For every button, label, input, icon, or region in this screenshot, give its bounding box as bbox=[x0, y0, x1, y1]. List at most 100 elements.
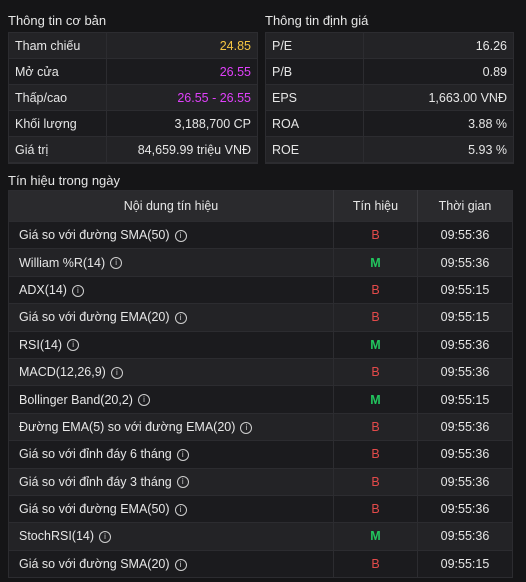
basic-row: Mở cửa 26.55 bbox=[9, 59, 257, 85]
signal-name-cell: ADX(14) i bbox=[8, 275, 334, 304]
basic-info-card: Tham chiếu 24.85 Mở cửa 26.55 Thấp/cao 26.55 … bbox=[8, 32, 258, 164]
signal-name: Giá so với đường EMA(50) bbox=[19, 502, 170, 517]
signal-name: MACD(12,26,9) bbox=[19, 365, 106, 380]
signal-time: 09:55:36 bbox=[417, 467, 513, 496]
info-icon[interactable]: i bbox=[240, 421, 253, 434]
info-icon[interactable]: i bbox=[174, 503, 187, 516]
valuation-value: 16.26 bbox=[475, 38, 507, 53]
valuation-info-title: Thông tin định giá bbox=[265, 13, 369, 28]
signal-name-cell: William %R(14) i bbox=[8, 248, 334, 277]
valuation-label: ROA bbox=[272, 116, 300, 131]
valuation-label: ROE bbox=[272, 142, 300, 157]
info-icon[interactable]: i bbox=[110, 257, 123, 270]
signal-time: 09:55:36 bbox=[417, 440, 513, 469]
valuation-value: 1,663.00 VNĐ bbox=[428, 90, 507, 105]
signal-time: 09:55:36 bbox=[417, 412, 513, 441]
signal-value: B bbox=[333, 549, 418, 578]
signal-row[interactable]: Đường EMA(5) so với đường EMA(20) i B 09:55… bbox=[8, 412, 513, 441]
signal-row[interactable]: Giá so với đường EMA(50) i B 09:55:36 bbox=[8, 494, 513, 523]
info-icon[interactable]: i bbox=[137, 394, 150, 407]
signal-value: B bbox=[333, 303, 418, 332]
signal-time: 09:55:36 bbox=[417, 220, 513, 249]
signal-value: B bbox=[333, 412, 418, 441]
valuation-value: 0.89 bbox=[482, 64, 507, 79]
header-signal[interactable]: Tín hiệu bbox=[333, 190, 418, 222]
valuation-column-divider bbox=[363, 33, 364, 163]
basic-info-title: Thông tin cơ bản bbox=[8, 13, 107, 28]
signal-value: M bbox=[333, 248, 418, 277]
info-icon[interactable]: i bbox=[110, 366, 123, 379]
signal-row[interactable]: Bollinger Band(20,2) i M 09:55:15 bbox=[8, 385, 513, 414]
signal-row[interactable]: Giá so với đường SMA(20) i B 09:55:15 bbox=[8, 549, 513, 578]
signal-row[interactable]: Giá so với đỉnh đáy 6 tháng i B 09:55:36 bbox=[8, 440, 513, 469]
signal-time: 09:55:36 bbox=[417, 330, 513, 359]
basic-label: Tham chiếu bbox=[15, 38, 81, 53]
basic-label: Mở cửa bbox=[15, 64, 59, 79]
basic-value: 24.85 bbox=[219, 38, 251, 53]
basic-label: Giá trị bbox=[15, 142, 49, 157]
signal-row[interactable]: ADX(14) i B 09:55:15 bbox=[8, 275, 513, 304]
basic-value: 84,659.99 triệu VNĐ bbox=[137, 142, 251, 157]
signal-name: Giá so với đỉnh đáy 6 tháng bbox=[19, 447, 172, 462]
signal-time: 09:55:36 bbox=[417, 494, 513, 523]
info-icon[interactable]: i bbox=[174, 229, 187, 242]
info-icon[interactable]: i bbox=[99, 531, 112, 544]
signal-row[interactable]: MACD(12,26,9) i B 09:55:36 bbox=[8, 357, 513, 386]
basic-value: 3,188,700 CP bbox=[174, 116, 251, 131]
signal-time: 09:55:36 bbox=[417, 522, 513, 551]
signal-value: M bbox=[333, 330, 418, 359]
signal-name: RSI(14) bbox=[19, 337, 63, 352]
signal-name: William %R(14) bbox=[19, 255, 106, 270]
basic-column-divider bbox=[106, 33, 107, 163]
signal-name-cell: Giá so với đỉnh đáy 6 tháng i bbox=[8, 440, 334, 469]
signal-name: Đường EMA(5) so với đường EMA(20) bbox=[19, 419, 236, 434]
basic-label: Thấp/cao bbox=[15, 90, 68, 105]
basic-row: Khối lượng 3,188,700 CP bbox=[9, 111, 257, 137]
basic-row: Thấp/cao 26.55 - 26.55 bbox=[9, 85, 257, 111]
signal-row[interactable]: Giá so với đường EMA(20) i B 09:55:15 bbox=[8, 303, 513, 332]
signal-row[interactable]: Giá so với đường SMA(50) i B 09:55:36 bbox=[8, 220, 513, 249]
valuation-info-card: P/E 16.26 P/B 0.89 EPS 1,663.00 VNĐ ROA 3.88 % R… bbox=[265, 32, 514, 164]
signal-name-cell: StochRSI(14) i bbox=[8, 522, 334, 551]
signal-name: ADX(14) bbox=[19, 282, 67, 297]
signals-table: Nội dung tín hiệu Tín hiệu Thời gian Giá… bbox=[8, 190, 513, 579]
signal-value: B bbox=[333, 467, 418, 496]
valuation-value: 5.93 % bbox=[468, 142, 507, 157]
signal-time: 09:55:15 bbox=[417, 549, 513, 578]
signals-header-row: Nội dung tín hiệu Tín hiệu Thời gian bbox=[8, 190, 513, 222]
signal-name-cell: Giá so với đường SMA(20) i bbox=[8, 549, 334, 578]
info-icon[interactable]: i bbox=[67, 339, 80, 352]
header-time[interactable]: Thời gian bbox=[417, 190, 513, 222]
signal-name-cell: MACD(12,26,9) i bbox=[8, 357, 334, 386]
signal-time: 09:55:36 bbox=[417, 357, 513, 386]
info-icon[interactable]: i bbox=[174, 312, 187, 325]
valuation-label: EPS bbox=[272, 90, 298, 105]
info-icon[interactable]: i bbox=[176, 476, 189, 489]
info-icon[interactable]: i bbox=[174, 558, 187, 571]
signal-row[interactable]: William %R(14) i M 09:55:36 bbox=[8, 248, 513, 277]
valuation-row: ROA 3.88 % bbox=[266, 111, 513, 137]
header-signal-content[interactable]: Nội dung tín hiệu bbox=[8, 190, 334, 222]
signal-name-cell: Giá so với đường SMA(50) i bbox=[8, 220, 334, 249]
signal-value: B bbox=[333, 494, 418, 523]
signal-time: 09:55:15 bbox=[417, 385, 513, 414]
signal-name-cell: Giá so với đường EMA(20) i bbox=[8, 303, 334, 332]
signal-row[interactable]: StochRSI(14) i M 09:55:36 bbox=[8, 522, 513, 551]
signal-name-cell: Đường EMA(5) so với đường EMA(20) i bbox=[8, 412, 334, 441]
info-icon[interactable]: i bbox=[176, 449, 189, 462]
signal-value: B bbox=[333, 275, 418, 304]
valuation-label: P/B bbox=[272, 64, 293, 79]
info-icon[interactable]: i bbox=[71, 284, 84, 297]
signal-row[interactable]: Giá so với đỉnh đáy 3 tháng i B 09:55:36 bbox=[8, 467, 513, 496]
valuation-value: 3.88 % bbox=[468, 116, 507, 131]
signal-name-cell: Giá so với đỉnh đáy 3 tháng i bbox=[8, 467, 334, 496]
signal-value: M bbox=[333, 385, 418, 414]
signal-name: StochRSI(14) bbox=[19, 529, 95, 544]
signal-row[interactable]: RSI(14) i M 09:55:36 bbox=[8, 330, 513, 359]
signal-name: Giá so với đường SMA(20) bbox=[19, 556, 170, 571]
basic-row: Giá trị 84,659.99 triệu VNĐ bbox=[9, 137, 257, 163]
basic-row: Tham chiếu 24.85 bbox=[9, 33, 257, 59]
signal-name-cell: Bollinger Band(20,2) i bbox=[8, 385, 334, 414]
valuation-row: EPS 1,663.00 VNĐ bbox=[266, 85, 513, 111]
valuation-label: P/E bbox=[272, 38, 293, 53]
